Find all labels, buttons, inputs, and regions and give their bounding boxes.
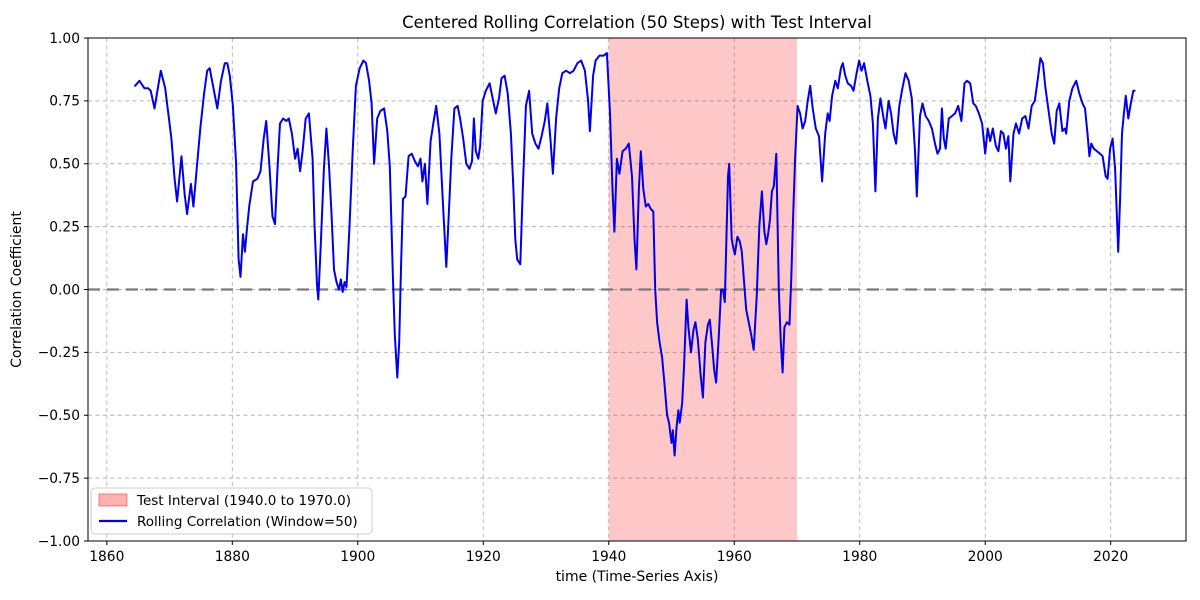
y-tick-label: −0.25 [38, 345, 80, 361]
x-tick-label: 1860 [89, 549, 124, 565]
chart-title: Centered Rolling Correlation (50 Steps) … [402, 13, 872, 32]
legend-box [90, 487, 373, 535]
legend-label-rolling-correlation: Rolling Correlation (Window=50) [137, 514, 358, 530]
y-tick-label: −0.75 [38, 471, 80, 487]
y-axis-label: Correlation Coefficient [9, 211, 25, 368]
legend-patch-test-interval [98, 493, 128, 507]
x-tick-label: 1920 [466, 549, 501, 565]
y-tick-label: −0.50 [38, 408, 80, 424]
y-tick-label: 0.75 [49, 94, 80, 110]
y-tick-label: 0.25 [49, 219, 80, 235]
x-tick-label: 1980 [842, 549, 877, 565]
x-tick-label: 1940 [591, 549, 626, 565]
x-tick-label: 2020 [1093, 549, 1128, 565]
rolling-correlation-line [134, 52, 1136, 457]
axis-ticks [84, 37, 1112, 545]
x-tick-label: 2000 [968, 549, 1003, 565]
x-axis-label: time (Time-Series Axis) [556, 569, 719, 585]
legend: Test Interval (1940.0 to 1970.0) Rolling… [90, 487, 373, 535]
y-tick-label: 1.00 [49, 31, 80, 47]
y-tick-label: −1.00 [38, 534, 80, 550]
x-tick-label: 1880 [215, 549, 250, 565]
y-tick-label: 0.50 [49, 157, 80, 173]
y-tick-labels: −1.00 −0.75 −0.50 −0.25 0.00 0.25 0.50 0.75 1.00 [38, 31, 80, 550]
legend-label-test-interval: Test Interval (1940.0 to 1970.0) [136, 493, 351, 509]
y-tick-label: 0.00 [49, 282, 80, 298]
x-tick-label: 1900 [340, 549, 375, 565]
x-tick-labels: 1860 1880 1900 1920 1940 1960 1980 2000 2020 [89, 549, 1128, 565]
x-tick-label: 1960 [717, 549, 752, 565]
